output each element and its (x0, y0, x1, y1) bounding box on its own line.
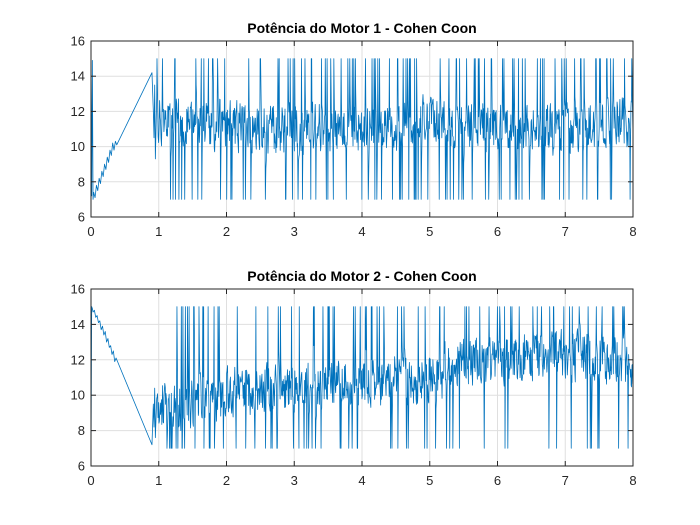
x-tick-label: 4 (358, 224, 365, 239)
y-tick-label: 14 (71, 69, 85, 84)
x-tick-label: 6 (494, 473, 501, 488)
x-tick-label: 0 (87, 473, 94, 488)
x-tick-label: 2 (223, 224, 230, 239)
x-tick-label: 7 (562, 473, 569, 488)
y-tick-label: 10 (71, 388, 85, 403)
x-tick-label: 1 (155, 473, 162, 488)
x-tick-label: 7 (562, 224, 569, 239)
x-tick-label: 8 (629, 473, 636, 488)
y-tick-label: 16 (71, 34, 85, 49)
y-tick-label: 8 (78, 423, 85, 438)
y-tick-label: 10 (71, 139, 85, 154)
y-tick-label: 14 (71, 317, 85, 332)
x-tick-label: 2 (223, 473, 230, 488)
x-tick-label: 5 (426, 473, 433, 488)
series-line (90, 306, 634, 465)
chart-title: Potência do Motor 1 - Cohen Coon (247, 20, 476, 36)
x-tick-label: 5 (426, 224, 433, 239)
y-tick-label: 6 (78, 459, 85, 474)
y-tick-label: 12 (71, 104, 85, 119)
x-tick-label: 0 (87, 224, 94, 239)
x-tick-label: 6 (494, 224, 501, 239)
chart-title: Potência do Motor 2 - Cohen Coon (247, 268, 476, 284)
x-tick-label: 3 (291, 224, 298, 239)
x-tick-label: 4 (358, 473, 365, 488)
y-tick-label: 12 (71, 352, 85, 367)
y-tick-label: 16 (71, 282, 85, 297)
series-line (90, 58, 634, 200)
y-tick-label: 8 (78, 174, 85, 189)
x-tick-label: 3 (291, 473, 298, 488)
y-tick-label: 6 (78, 210, 85, 225)
x-tick-label: 1 (155, 224, 162, 239)
x-tick-label: 8 (629, 224, 636, 239)
